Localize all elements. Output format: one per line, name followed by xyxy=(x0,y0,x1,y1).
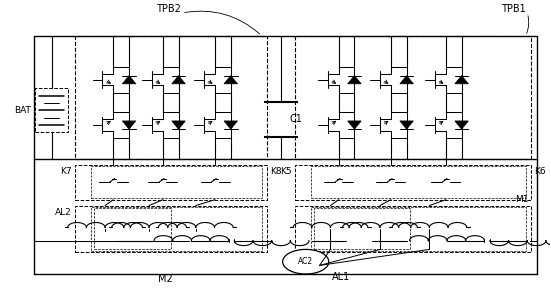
Polygon shape xyxy=(455,76,468,84)
Polygon shape xyxy=(348,76,361,84)
Polygon shape xyxy=(172,121,185,129)
Text: AL1: AL1 xyxy=(332,272,350,282)
Polygon shape xyxy=(122,121,136,129)
Bar xyxy=(311,166,526,198)
Polygon shape xyxy=(455,121,468,129)
Polygon shape xyxy=(400,76,413,84)
Text: BAT: BAT xyxy=(14,106,31,115)
Text: AL2: AL2 xyxy=(56,208,72,218)
Bar xyxy=(75,206,267,252)
Text: C1: C1 xyxy=(289,114,302,124)
Text: TPB2: TPB2 xyxy=(156,4,181,14)
Text: M2: M2 xyxy=(158,274,173,284)
Polygon shape xyxy=(224,76,237,84)
Polygon shape xyxy=(348,121,361,129)
Polygon shape xyxy=(400,121,413,129)
Bar xyxy=(75,36,267,159)
Bar xyxy=(295,165,531,200)
Circle shape xyxy=(283,249,329,274)
Text: M1: M1 xyxy=(515,195,528,204)
Text: K8: K8 xyxy=(270,168,282,176)
Text: K6: K6 xyxy=(534,168,545,176)
Text: TPB1: TPB1 xyxy=(501,4,526,14)
Bar xyxy=(91,166,262,198)
Bar xyxy=(94,208,171,249)
Text: AC2: AC2 xyxy=(298,257,314,266)
Polygon shape xyxy=(224,121,237,129)
Polygon shape xyxy=(172,76,185,84)
Bar xyxy=(295,206,531,252)
Bar xyxy=(75,165,267,200)
Bar xyxy=(91,207,262,251)
Text: K7: K7 xyxy=(61,168,72,176)
Bar xyxy=(295,36,531,159)
Bar xyxy=(35,88,68,132)
Bar xyxy=(311,207,526,251)
Text: K5: K5 xyxy=(280,168,292,176)
Bar xyxy=(314,208,410,249)
Polygon shape xyxy=(122,76,136,84)
